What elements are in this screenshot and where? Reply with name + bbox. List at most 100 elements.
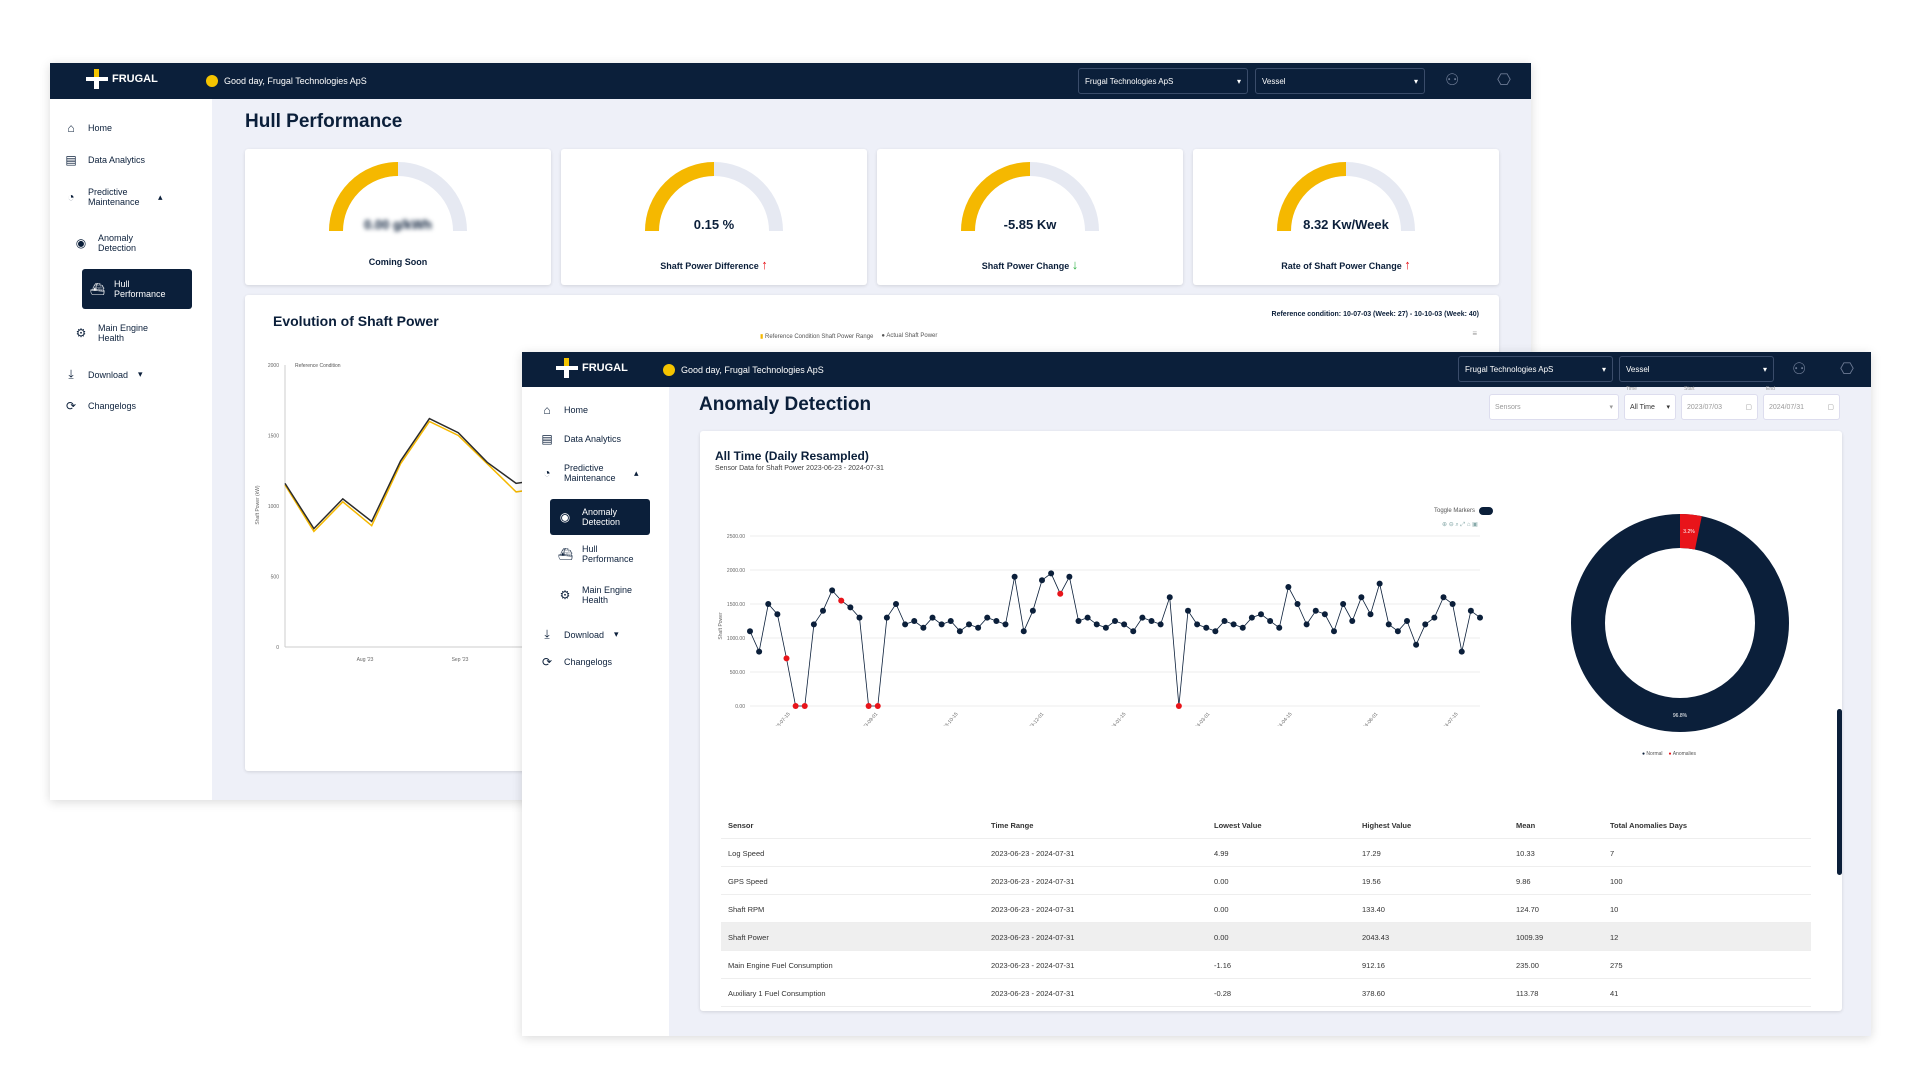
- data-point[interactable]: [1066, 573, 1073, 580]
- sidebar-item-main-engine-health[interactable]: ⚙ Main Engine Health: [75, 323, 149, 343]
- toggle-switch[interactable]: [1479, 507, 1494, 515]
- chart-toolbar[interactable]: ⊕ ⊖ ⌕ ⤢ ⌂ ▣: [1442, 522, 1478, 528]
- end-date-input[interactable]: 2024/07/31 ▢: [1763, 394, 1840, 420]
- vessel-select[interactable]: Vessel ▾: [1255, 68, 1425, 94]
- donut-slice-normal[interactable]: [1571, 514, 1789, 732]
- data-point[interactable]: [1130, 628, 1137, 635]
- data-point[interactable]: [1467, 607, 1474, 614]
- data-point[interactable]: [1440, 594, 1447, 601]
- data-point[interactable]: [911, 618, 918, 624]
- anomaly-point[interactable]: [874, 703, 881, 709]
- anomaly-point[interactable]: [838, 597, 845, 604]
- anomaly-point[interactable]: [801, 703, 808, 709]
- toggle-markers[interactable]: Toggle Markers: [1434, 507, 1494, 515]
- data-point[interactable]: [902, 621, 909, 628]
- data-point[interactable]: [938, 621, 945, 628]
- legend-reference[interactable]: ▮ Reference Condition Shaft Power Range: [760, 334, 874, 340]
- start-date-input[interactable]: 2023/07/03 ▢: [1681, 394, 1758, 420]
- menu-icon[interactable]: ≡: [1472, 329, 1477, 338]
- scrollbar[interactable]: [1837, 709, 1842, 875]
- sidebar-item-data-analytics[interactable]: ▤ Data Analytics: [65, 153, 146, 167]
- sidebar-item-predictive-maintenance[interactable]: ◔ Predictive Maintenance ▴: [540, 463, 638, 483]
- data-point[interactable]: [920, 624, 927, 631]
- sidebar-item-main-engine-health[interactable]: ⚙ Main Engine Health: [559, 585, 633, 605]
- company-select[interactable]: Frugal Technologies ApS ▾: [1078, 68, 1248, 94]
- data-point[interactable]: [1148, 618, 1155, 624]
- data-point[interactable]: [756, 648, 763, 655]
- column-header[interactable]: Lowest Value: [1214, 821, 1262, 830]
- sidebar-item-changelogs[interactable]: ⟳ Changelogs: [541, 655, 613, 669]
- data-point[interactable]: [1340, 601, 1347, 607]
- data-point[interactable]: [1139, 614, 1146, 621]
- users-icon[interactable]: ⚇: [1792, 361, 1807, 378]
- data-point[interactable]: [1248, 614, 1255, 621]
- sidebar-item-predictive-maintenance[interactable]: ◔ Predictive Maintenance ▴: [64, 187, 184, 207]
- data-point[interactable]: [993, 618, 1000, 624]
- data-point[interactable]: [829, 587, 836, 594]
- data-point[interactable]: [956, 628, 963, 635]
- column-header[interactable]: Highest Value: [1362, 821, 1412, 830]
- sidebar-item-data-analytics[interactable]: ▤ Data Analytics: [541, 432, 622, 446]
- data-point[interactable]: [1303, 621, 1310, 628]
- sidebar-item-hull-performance[interactable]: ⛴ Hull Performance: [82, 269, 192, 309]
- table-row[interactable]: GPS Speed 2023-06-23 - 2024-07-31 0.00 19.5…: [721, 867, 1811, 895]
- data-point[interactable]: [1194, 621, 1201, 628]
- users-icon[interactable]: ⚇: [1445, 72, 1460, 89]
- data-point[interactable]: [929, 614, 936, 621]
- data-point[interactable]: [747, 628, 753, 635]
- data-point[interactable]: [1102, 624, 1109, 631]
- column-header[interactable]: Total Anomalies Days: [1610, 821, 1688, 830]
- data-point[interactable]: [1230, 621, 1237, 628]
- account-icon[interactable]: ⎔: [1840, 361, 1854, 378]
- data-point[interactable]: [1212, 628, 1219, 635]
- data-point[interactable]: [1239, 624, 1246, 631]
- data-point[interactable]: [820, 607, 826, 614]
- legend-actual[interactable]: ● Actual Shaft Power: [881, 333, 938, 339]
- data-point[interactable]: [984, 614, 991, 621]
- data-point[interactable]: [1157, 621, 1164, 628]
- data-point[interactable]: [1185, 607, 1191, 614]
- donut-slice-anomalies[interactable]: [1679, 514, 1702, 550]
- sidebar-item-anomaly-detection[interactable]: ◉ Anomaly Detection: [75, 233, 137, 253]
- data-point[interactable]: [1048, 570, 1055, 577]
- data-point[interactable]: [975, 624, 982, 631]
- data-point[interactable]: [1376, 580, 1383, 587]
- sidebar-item-hull-performance[interactable]: ⛴ Hull Performance: [558, 544, 634, 564]
- sidebar-item-anomaly-detection[interactable]: ◉ Anomaly Detection: [550, 499, 650, 535]
- vessel-select[interactable]: Vessel ▾: [1619, 356, 1774, 382]
- sidebar-item-changelogs[interactable]: ⟳ Changelogs: [65, 399, 137, 413]
- data-point[interactable]: [1258, 611, 1264, 618]
- data-point[interactable]: [1477, 614, 1483, 621]
- table-row[interactable]: Shaft Power 2023-06-23 - 2024-07-31 0.00 20…: [721, 923, 1811, 951]
- data-point[interactable]: [1011, 573, 1018, 580]
- column-header[interactable]: Time Range: [991, 821, 1034, 830]
- column-header[interactable]: Sensor: [728, 821, 754, 830]
- data-point[interactable]: [1358, 594, 1365, 601]
- company-select[interactable]: Frugal Technologies ApS ▾: [1458, 356, 1613, 382]
- data-point[interactable]: [765, 601, 772, 607]
- sidebar-item-download[interactable]: ⤓ Download ▾: [64, 367, 142, 382]
- time-select[interactable]: All Time ▾: [1624, 394, 1676, 420]
- anomaly-point[interactable]: [1057, 590, 1064, 597]
- data-point[interactable]: [1413, 641, 1420, 648]
- data-point[interactable]: [883, 614, 890, 621]
- data-point[interactable]: [774, 611, 781, 618]
- legend-anomalies[interactable]: ● Anomalies: [1668, 751, 1697, 757]
- data-point[interactable]: [1084, 614, 1091, 621]
- anomaly-point[interactable]: [792, 703, 799, 709]
- data-point[interactable]: [947, 618, 954, 624]
- sidebar-item-download[interactable]: ⤓ Download ▾: [540, 627, 618, 642]
- data-point[interactable]: [1458, 648, 1465, 655]
- data-point[interactable]: [1312, 607, 1319, 614]
- data-point[interactable]: [1020, 628, 1027, 635]
- data-point[interactable]: [1321, 611, 1328, 618]
- data-point[interactable]: [1112, 618, 1118, 624]
- data-point[interactable]: [847, 604, 854, 611]
- data-point[interactable]: [1093, 621, 1100, 628]
- data-point[interactable]: [1276, 624, 1283, 631]
- anomaly-point[interactable]: [1175, 703, 1182, 709]
- table-row[interactable]: Auxiliary 1 Fuel Consumption 2023-06-23 -…: [721, 979, 1811, 1007]
- data-point[interactable]: [1449, 601, 1456, 607]
- data-point[interactable]: [1002, 621, 1009, 628]
- sidebar-item-home[interactable]: ⌂ Home: [64, 121, 112, 135]
